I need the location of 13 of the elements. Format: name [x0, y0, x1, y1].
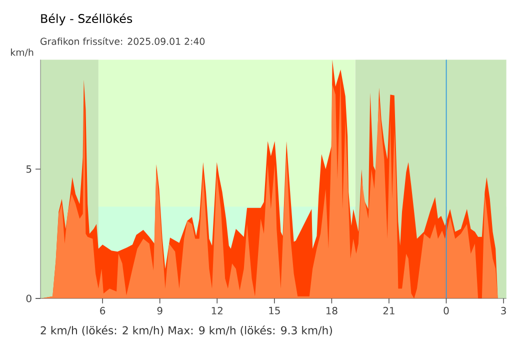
- x-tick-label: 9: [157, 306, 162, 314]
- chart-title: Bély - Széllökés: [41, 13, 132, 26]
- y-axis-title: km/h: [11, 48, 34, 56]
- x-tick-label: 12: [212, 306, 222, 314]
- x-tick-label: 0: [444, 306, 449, 314]
- x-tick-label: 21: [383, 306, 394, 314]
- x-tick-label: 18: [326, 306, 338, 314]
- chart-subtitle: Grafikon frissítve: 2025.09.01 2:40: [40, 37, 205, 45]
- x-tick-label: 3: [501, 306, 506, 314]
- x-tick-label: 15: [269, 306, 280, 314]
- text: 2 km/h (lökés: 2 km/h) Max: 9 km/h (lökés: 9.3 km/h): [40, 325, 332, 336]
- y-tick-label: 5: [26, 165, 32, 173]
- x-tick-label: 6: [100, 306, 106, 314]
